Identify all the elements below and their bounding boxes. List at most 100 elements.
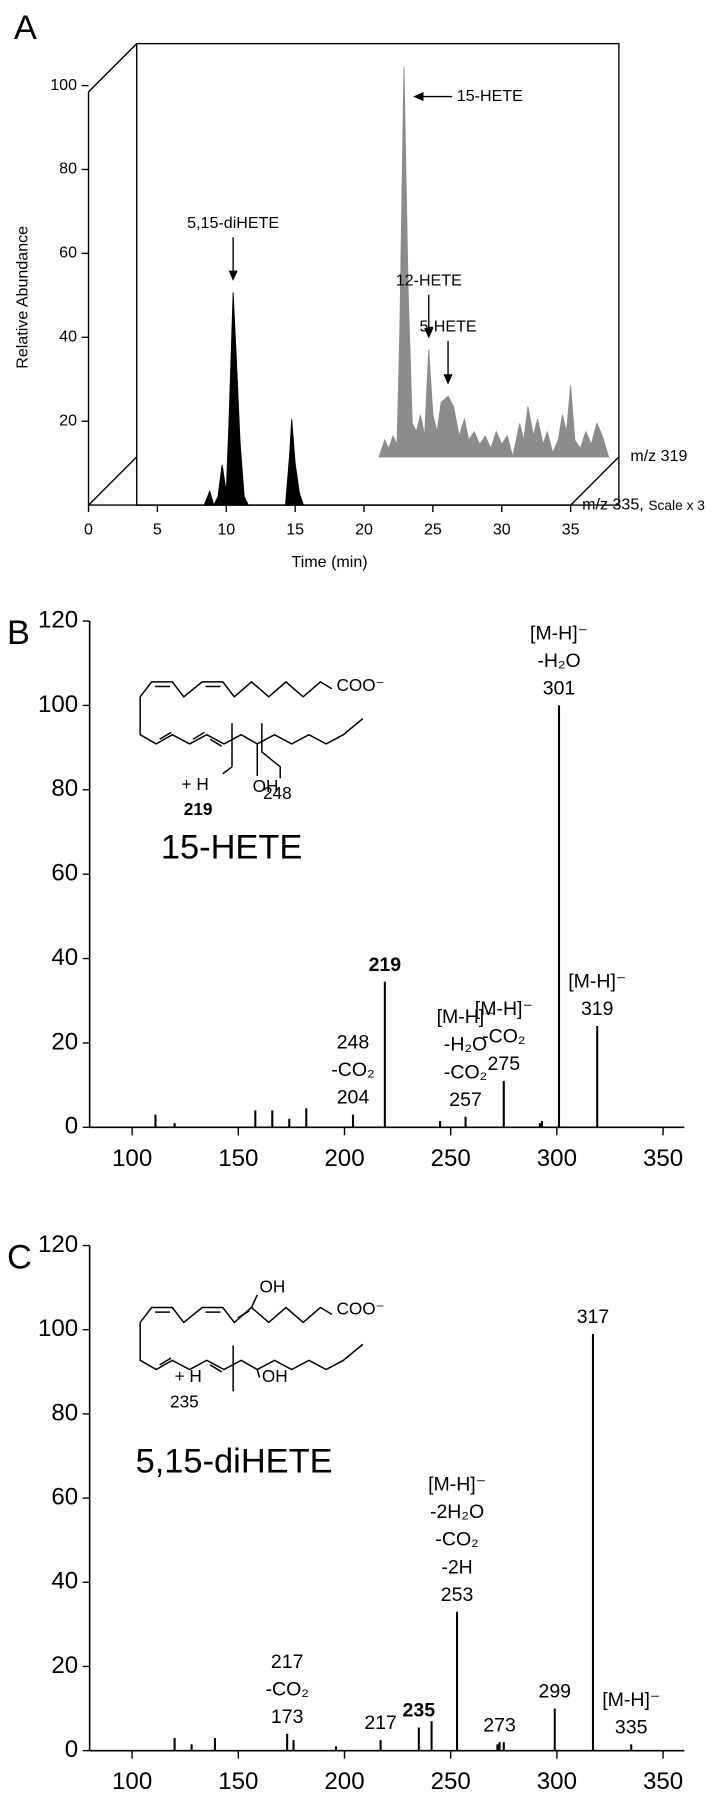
arrow-head — [413, 91, 424, 102]
structure-label: 219 — [184, 799, 213, 819]
area — [378, 66, 610, 458]
y-tick-label: 40 — [59, 328, 77, 346]
x-tick-label: 100 — [112, 1145, 152, 1172]
frame-edge — [570, 456, 620, 506]
peak-label: 335 — [615, 1716, 648, 1738]
x-tick-label: 30 — [493, 521, 511, 539]
peak-label: -H₂O — [537, 650, 580, 672]
y-tick-label: 120 — [38, 1231, 78, 1258]
peak-label: -H₂O — [444, 1034, 487, 1056]
arrow-head — [443, 374, 453, 385]
y-tick-label: 100 — [50, 76, 77, 94]
chain — [139, 696, 364, 745]
x-tick-label: 350 — [643, 1145, 683, 1172]
y-tick-label: 20 — [51, 1028, 78, 1055]
peak-label: 248 — [337, 1032, 370, 1054]
compound-name: 5,15-diHETE — [136, 1443, 333, 1481]
x-tick-label: 350 — [643, 1768, 683, 1795]
x-tick-label: 25 — [424, 521, 442, 539]
panel-label: B — [7, 614, 30, 652]
double-bond — [209, 738, 223, 747]
peak-label: 275 — [488, 1053, 521, 1075]
structure-b — [139, 680, 364, 779]
x-tick-label: 10 — [217, 521, 235, 539]
peak-label: 204 — [337, 1087, 370, 1109]
peak-label: [M-H]⁻ — [568, 971, 626, 993]
x-tick-label: 20 — [355, 521, 373, 539]
peak-label: 257 — [449, 1089, 482, 1111]
legend-label: m/z 319 — [630, 447, 687, 465]
peak-label: [M-H]⁻ — [428, 1474, 486, 1496]
y-tick-label: 80 — [51, 775, 78, 802]
x-tick-label: 5 — [153, 521, 162, 539]
double-bond — [192, 731, 205, 740]
annotation: 12-HETE — [396, 271, 462, 289]
cleavage — [222, 766, 233, 775]
x-axis-label: Time (min) — [292, 553, 368, 571]
frame-edge — [88, 456, 138, 506]
peak-label: [M-H]⁻ — [437, 1006, 495, 1028]
panel-label: A — [14, 9, 37, 47]
y-axis-label: Relative Abundance — [13, 226, 31, 369]
panel-label: C — [7, 1238, 32, 1276]
double-bond — [159, 731, 172, 740]
peak-label: 219 — [369, 954, 402, 976]
peak-label: 253 — [441, 1584, 474, 1606]
chain — [139, 680, 333, 698]
compound-name: 15-HETE — [161, 829, 303, 867]
double-bond — [209, 1364, 223, 1373]
double-bond — [159, 1357, 172, 1366]
peak-label: 273 — [483, 1714, 516, 1736]
peak-label: 319 — [581, 998, 614, 1020]
x-tick-label: 300 — [537, 1145, 577, 1172]
peak-label: -CO₂ — [265, 1678, 308, 1700]
structure-label: OH — [260, 1277, 286, 1297]
peak-label: -CO₂ — [435, 1529, 478, 1551]
structure-label: OH — [262, 1366, 288, 1386]
x-tick-label: 200 — [324, 1768, 364, 1795]
annotation: 5-HETE — [419, 317, 476, 335]
y-tick-label: 40 — [51, 1568, 78, 1595]
x-tick-label: 150 — [218, 1768, 258, 1795]
frame-edge — [88, 43, 138, 93]
bond — [256, 1369, 261, 1378]
structure-label: COO⁻ — [336, 675, 384, 695]
peak-label: -2H — [441, 1556, 472, 1578]
peak-label: -CO₂ — [444, 1061, 487, 1083]
cleavage — [261, 723, 281, 779]
peak-label: -CO₂ — [331, 1059, 374, 1081]
x-tick-label: 35 — [562, 521, 580, 539]
y-tick-label: 60 — [51, 860, 78, 887]
peak-label: [M-H]⁻ — [475, 998, 533, 1020]
y-tick-label: 0 — [65, 1113, 78, 1140]
peak-label: -2H₂O — [430, 1501, 484, 1523]
y-tick-label: 0 — [65, 1736, 78, 1763]
y-tick-label: 80 — [51, 1399, 78, 1426]
x-tick-label: 300 — [537, 1768, 577, 1795]
peak-label: 299 — [538, 1681, 571, 1703]
y-tick-label: 120 — [38, 606, 78, 633]
annotation: 15-HETE — [457, 87, 523, 105]
legend-label: Scale x 3 — [648, 498, 705, 513]
area — [203, 292, 305, 507]
peak-label: -CO₂ — [482, 1025, 525, 1047]
arrow-head — [424, 328, 434, 339]
peak-label: 173 — [271, 1706, 304, 1728]
bond — [250, 1294, 258, 1308]
peak-label: 301 — [543, 678, 576, 700]
y-tick-label: 60 — [51, 1483, 78, 1510]
x-tick-label: 100 — [112, 1768, 152, 1795]
chain — [139, 1322, 364, 1371]
y-tick-label: 100 — [38, 1315, 78, 1342]
structure-label: 248 — [263, 783, 292, 803]
y-tick-label: 80 — [59, 160, 77, 178]
structure-label: 235 — [170, 1391, 199, 1411]
y-tick-label: 20 — [59, 411, 77, 429]
x-tick-label: 200 — [324, 1145, 364, 1172]
structure-label: + H — [181, 774, 208, 794]
x-tick-label: 15 — [286, 521, 304, 539]
structure-label: OH — [253, 776, 279, 796]
peak-label: 317 — [577, 1306, 610, 1328]
y-tick-label: 100 — [38, 691, 78, 718]
